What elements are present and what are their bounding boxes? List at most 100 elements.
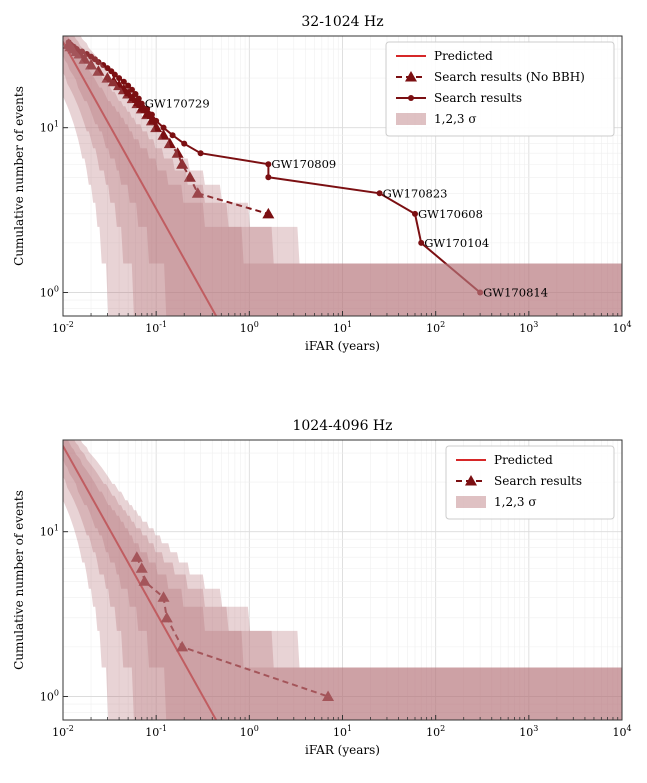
x-axis-label: iFAR (years) <box>305 339 380 353</box>
annotation-label: GW170608 <box>418 207 483 221</box>
data-point <box>176 640 189 652</box>
data-point <box>163 137 176 149</box>
sigma-bands <box>63 440 622 720</box>
y-axis-label: Cumulative number of events <box>12 490 26 670</box>
x-tick-label: 103 <box>519 724 538 739</box>
legend-label: 1,2,3 σ <box>434 112 477 126</box>
data-point <box>101 72 114 83</box>
y-axis-label: Cumulative number of events <box>12 86 26 266</box>
data-point <box>130 551 143 562</box>
data-point <box>100 62 107 69</box>
data-point <box>73 46 80 53</box>
data-point <box>132 91 139 98</box>
annotation-label: GW170809 <box>271 157 336 171</box>
data-point <box>135 102 148 114</box>
sigma-band-1 <box>63 440 622 720</box>
legend-label: Search results <box>434 91 522 105</box>
legend-box <box>385 41 615 137</box>
data-point <box>150 121 163 133</box>
data-point <box>376 190 383 197</box>
data-point <box>171 147 184 158</box>
series-0 <box>130 551 335 701</box>
legend-label: Search results <box>494 474 582 488</box>
data-point <box>128 86 135 93</box>
data-point <box>153 117 160 124</box>
data-point <box>126 92 139 104</box>
data-point <box>411 210 418 217</box>
series-0 <box>63 38 275 219</box>
data-point <box>265 174 272 181</box>
y-tick-label: 100 <box>40 688 59 703</box>
data-point <box>116 75 123 82</box>
legend: Predicted Search results (No BBH) Search r… <box>385 41 615 137</box>
series-1 <box>65 39 484 296</box>
data-point <box>197 150 204 157</box>
data-point <box>265 161 272 168</box>
annotation-label: GW170814 <box>483 285 548 299</box>
data-point <box>160 124 167 131</box>
sigma-band-1 <box>63 36 622 316</box>
legend: Predicted Search results 1,2,3 σ <box>445 445 615 520</box>
data-point <box>144 105 151 112</box>
legend-label: Predicted <box>494 453 553 467</box>
data-point <box>191 187 204 198</box>
x-tick-label: 100 <box>240 724 259 739</box>
data-point <box>107 75 120 87</box>
sigma-band-2 <box>63 440 622 720</box>
legend-swatch-band <box>396 113 426 125</box>
chart-title: 1024-4096 Hz <box>292 418 392 434</box>
data-point <box>138 100 145 107</box>
data-point <box>148 111 155 118</box>
sigma-bands <box>63 36 622 316</box>
sigma-band-3 <box>63 36 622 316</box>
plot-area <box>63 38 484 316</box>
x-tick-label: 10-2 <box>52 724 74 739</box>
x-tick-label: 10-1 <box>145 724 167 739</box>
data-point <box>135 562 148 573</box>
data-point <box>92 65 105 76</box>
data-point <box>125 82 132 89</box>
data-point <box>135 95 142 102</box>
x-tick-label: 10-1 <box>145 320 167 335</box>
data-point <box>169 132 176 139</box>
sigma-band-2 <box>63 36 622 316</box>
y-tick-label: 101 <box>40 120 59 135</box>
data-point <box>85 59 98 70</box>
data-point <box>79 48 86 55</box>
x-tick-label: 101 <box>333 320 352 335</box>
data-point <box>181 140 188 147</box>
data-point <box>157 129 170 140</box>
data-point <box>418 239 425 246</box>
data-point <box>120 78 127 85</box>
data-point <box>176 158 189 169</box>
predicted-line <box>63 39 217 316</box>
predicted-line <box>63 443 217 720</box>
data-point <box>138 575 151 586</box>
chart-32-1024hz: GW170729 GW170809 GW170823 GW170608 GW170104… <box>12 14 632 353</box>
data-point <box>73 47 86 59</box>
y-tick-label: 100 <box>40 284 59 299</box>
data-point <box>477 289 484 296</box>
x-tick-label: 102 <box>426 320 445 335</box>
data-point <box>322 690 335 701</box>
data-point <box>78 53 91 64</box>
x-tick-label: 104 <box>612 320 631 335</box>
legend-swatch-marker <box>465 475 477 486</box>
x-tick-label: 100 <box>240 320 259 335</box>
x-axis-label: iFAR (years) <box>305 743 380 757</box>
data-point <box>160 611 173 623</box>
data-point <box>157 591 170 602</box>
sigma-band-3 <box>63 440 622 720</box>
data-point <box>183 171 196 182</box>
annotation-label: GW170104 <box>424 236 489 250</box>
data-point <box>111 71 118 78</box>
chart-title: 32-1024 Hz <box>301 14 383 30</box>
legend-box <box>445 445 615 520</box>
data-point <box>95 59 102 66</box>
x-tick-label: 10-2 <box>52 320 74 335</box>
y-tick-label: 101 <box>40 524 59 539</box>
legend-label: Predicted <box>434 49 493 63</box>
annotation-label: GW170823 <box>383 186 448 200</box>
x-tick-label: 101 <box>333 724 352 739</box>
plot-area <box>63 443 335 720</box>
